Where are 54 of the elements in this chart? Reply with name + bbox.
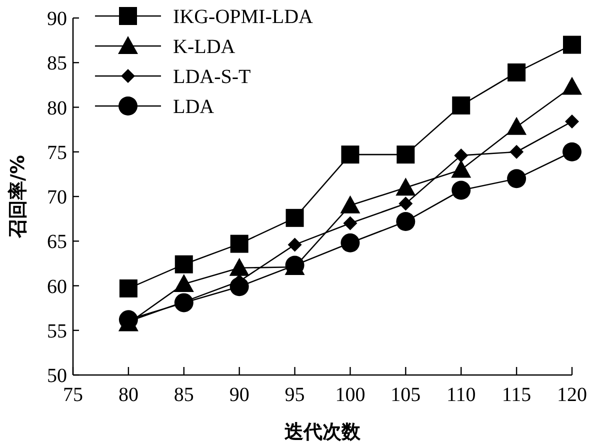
x-tick-label: 105 [390, 384, 421, 406]
point [396, 178, 416, 196]
x-tick-label: 90 [229, 384, 250, 406]
legend-label: LDA [173, 96, 215, 118]
point [452, 180, 471, 200]
point [508, 63, 526, 82]
point [230, 277, 249, 296]
y-tick-label: 80 [47, 97, 67, 120]
point [288, 238, 302, 252]
point [506, 116, 527, 135]
point [341, 146, 360, 164]
point [451, 160, 472, 178]
point [510, 144, 524, 159]
point [119, 279, 138, 298]
y-tick-label: 65 [47, 231, 67, 254]
point [398, 196, 413, 211]
x-tick-label: 110 [446, 384, 476, 406]
point [565, 114, 579, 129]
point [174, 255, 193, 274]
point [396, 212, 416, 231]
point [340, 195, 360, 214]
point [452, 96, 470, 114]
y-tick-label: 60 [47, 276, 67, 298]
legend-label: IKG-OPMI-LDA [173, 6, 314, 28]
point [230, 234, 248, 253]
point [562, 76, 582, 95]
point [396, 146, 415, 164]
legend-label: K-LDA [173, 36, 236, 58]
point [229, 258, 250, 276]
y-tick-label: 50 [47, 365, 67, 387]
legend-label: LDA-S-T [173, 66, 251, 88]
x-tick-label: 80 [118, 384, 138, 406]
x-axis-title: 迭代次数 [284, 421, 362, 443]
y-tick-label: 55 [47, 320, 67, 342]
point [174, 293, 194, 312]
point [174, 274, 194, 292]
y-tick-label: 85 [47, 52, 67, 75]
y-tick-label: 70 [47, 186, 67, 208]
x-tick-label: 85 [174, 384, 194, 406]
x-tick-label: 115 [502, 384, 532, 406]
point [340, 233, 360, 252]
x-tick-label: 120 [557, 384, 587, 406]
x-tick-label: 75 [63, 384, 83, 406]
point [562, 142, 582, 162]
y-tick-label: 75 [47, 142, 67, 164]
point [507, 169, 526, 188]
point [563, 36, 581, 54]
x-tick-label: 100 [335, 384, 366, 406]
y-tick-label: 90 [47, 8, 67, 30]
x-tick-label: 95 [284, 384, 305, 406]
y-axis-title: 召回率/% [7, 155, 29, 239]
point [343, 216, 358, 230]
point [454, 148, 468, 162]
point [286, 208, 304, 227]
